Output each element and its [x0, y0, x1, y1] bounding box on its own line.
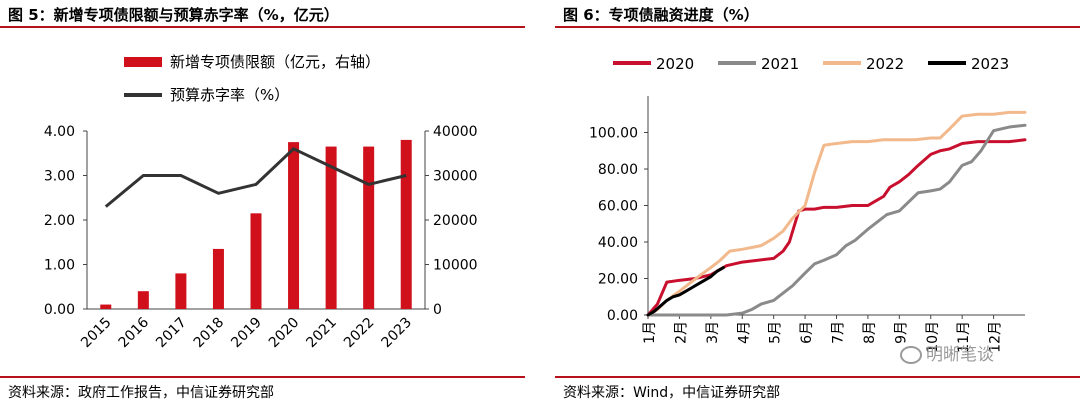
series-line-2022: [646, 110, 1027, 317]
bar-2022: [363, 146, 375, 309]
left-y-tick-label: 3.00: [44, 169, 75, 185]
bar-2018: [212, 248, 224, 309]
left-y-tick-label: 1.00: [44, 258, 75, 274]
legend-label-2023: 2023: [971, 55, 1009, 73]
y-tick-label: 0.00: [607, 308, 638, 324]
figure-5-top-rule: [0, 26, 525, 28]
x-tick-label-10: 10月: [925, 321, 941, 353]
figure-6-top-rule: [555, 26, 1080, 28]
x-tick-label-4: 4月: [736, 321, 752, 344]
legend-bar-swatch: [124, 57, 162, 67]
series-line-2020: [646, 138, 1027, 317]
x-tick-label-2020: 2020: [266, 315, 303, 352]
bar-2016: [137, 291, 149, 309]
x-tick-label-2019: 2019: [228, 315, 265, 352]
right-y-tick-label: 0: [433, 302, 442, 318]
legend-line-label: 预算赤字率（%）: [170, 86, 289, 104]
bar-2019: [250, 213, 262, 309]
figure-5-bottom-rule: [0, 376, 525, 378]
x-tick-label-8: 8月: [862, 321, 878, 344]
right-y-tick-label: 40000: [433, 124, 478, 140]
watermark-text: 明晰笔谈: [926, 345, 994, 365]
watermark: 明晰笔谈: [900, 340, 994, 365]
figure-6-bottom-rule: [555, 376, 1080, 378]
x-tick-label-5: 5月: [768, 321, 784, 344]
legend-bar-label: 新增专项债限额（亿元，右轴）: [170, 53, 380, 71]
x-tick-label-2021: 2021: [303, 315, 340, 352]
deficit-rate-line: [104, 147, 407, 208]
bar-2023: [400, 139, 412, 309]
y-tick-label: 80.00: [598, 162, 638, 178]
x-tick-label-2017: 2017: [153, 315, 190, 352]
figure-5-panel: 图 5：新增专项债限额与预算赤字率（%，亿元） 0.00 1.00 2.00 3.00…: [0, 0, 525, 407]
right-y-tick-label: 20000: [433, 213, 478, 229]
y-tick-label: 20.00: [598, 272, 638, 288]
figure-6-panel: 图 6：专项债融资进度（%） 0.00 20.00 40.00 60.00 80.00 1…: [555, 0, 1080, 407]
bar-2021: [325, 146, 337, 309]
right-y-tick-label: 10000: [433, 258, 478, 274]
bar-2020: [288, 142, 300, 309]
x-tick-label-2018: 2018: [191, 315, 228, 352]
y-tick-label: 100.00: [589, 126, 638, 142]
left-y-tick-label: 0.00: [44, 302, 75, 318]
x-tick-label-12: 12月: [988, 321, 1004, 353]
x-tick-label-2016: 2016: [116, 314, 153, 351]
x-tick-label-3: 3月: [705, 321, 721, 344]
x-tick-label-11: 11月: [956, 321, 972, 353]
bar-2017: [175, 273, 187, 309]
x-tick-label-2015: 2015: [78, 315, 115, 352]
figure-6-chart: 0.00 20.00 40.00 60.00 80.00 100.00 1月 2月 3月 4月 5月…: [589, 55, 1027, 353]
y-tick-label: 40.00: [598, 235, 638, 251]
x-tick-label-6: 6月: [799, 321, 815, 344]
figure-5-title: 图 5：新增专项债限额与预算赤字率（%，亿元）: [8, 6, 339, 24]
left-y-tick-label: 4.00: [44, 124, 75, 140]
left-y-tick-label: 2.00: [44, 213, 75, 229]
figure-6-source: 资料来源：Wind，中信证券研究部: [563, 385, 781, 401]
legend-label-2021: 2021: [761, 55, 799, 73]
figure-5-source: 资料来源：政府工作报告，中信证券研究部: [8, 385, 274, 401]
legend-label-2022: 2022: [866, 55, 904, 73]
x-tick-label-2023: 2023: [379, 315, 416, 352]
x-tick-label-2: 2月: [673, 321, 689, 344]
right-y-tick-label: 30000: [433, 169, 478, 185]
legend-label-2020: 2020: [656, 55, 694, 73]
y-tick-label: 60.00: [598, 199, 638, 215]
figure-6-title: 图 6：专项债融资进度（%）: [563, 6, 759, 24]
bar-2015: [100, 304, 112, 309]
wechat-icon: [900, 346, 922, 364]
x-tick-label-2022: 2022: [341, 315, 378, 352]
x-tick-label-9: 9月: [893, 321, 909, 344]
series-line-2021: [646, 123, 1027, 317]
x-tick-label-1: 1月: [642, 321, 658, 344]
figure-5-chart: 0.00 1.00 2.00 3.00 4.00 0 10000 20000 30000 4000…: [44, 53, 478, 352]
series-line-2023: [646, 266, 725, 317]
x-tick-label-7: 7月: [831, 321, 847, 344]
